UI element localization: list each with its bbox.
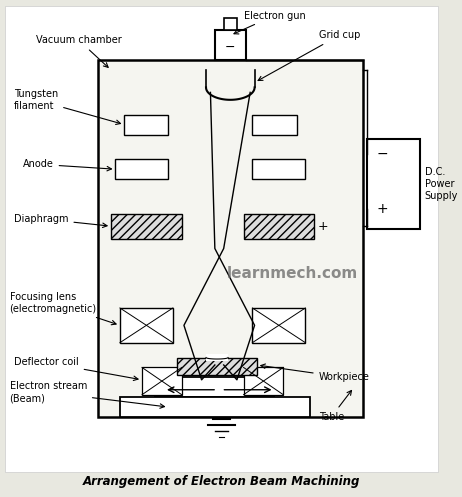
Bar — [142, 367, 182, 395]
Text: Vacuum chamber: Vacuum chamber — [36, 35, 122, 68]
Bar — [367, 140, 420, 229]
Bar — [252, 308, 305, 342]
Bar — [98, 60, 363, 417]
Bar — [124, 115, 169, 135]
Text: Arrangement of Electron Beam Machining: Arrangement of Electron Beam Machining — [83, 475, 360, 488]
Text: +: + — [377, 202, 389, 216]
Text: −: − — [377, 147, 389, 162]
Text: Anode: Anode — [23, 159, 111, 171]
Bar — [224, 18, 237, 30]
Text: learnmech.com: learnmech.com — [226, 266, 358, 281]
Text: Diaphragm: Diaphragm — [14, 214, 107, 228]
Bar — [155, 377, 274, 397]
Text: Tungsten
filament: Tungsten filament — [14, 89, 121, 124]
Text: D.C.
Power
Supply: D.C. Power Supply — [425, 167, 458, 201]
Text: −: − — [225, 41, 236, 54]
Text: +: + — [318, 220, 328, 233]
Bar — [120, 308, 173, 342]
Text: Deflector coil: Deflector coil — [14, 357, 138, 381]
Bar — [116, 160, 169, 179]
Text: Table: Table — [319, 391, 352, 422]
Text: Grid cup: Grid cup — [258, 30, 360, 81]
Bar — [177, 357, 257, 375]
Bar — [243, 214, 314, 239]
Text: Electron stream
(Beam): Electron stream (Beam) — [10, 381, 164, 408]
Bar — [252, 115, 297, 135]
Bar — [120, 397, 310, 417]
Bar — [111, 214, 182, 239]
Bar — [252, 160, 305, 179]
Bar — [206, 353, 228, 361]
Text: Focusing lens
(electromagnetic): Focusing lens (electromagnetic) — [10, 292, 116, 325]
Bar — [215, 30, 246, 60]
Text: Workpiece: Workpiece — [261, 364, 370, 382]
Text: Electron gun: Electron gun — [234, 10, 305, 34]
Bar — [243, 367, 283, 395]
